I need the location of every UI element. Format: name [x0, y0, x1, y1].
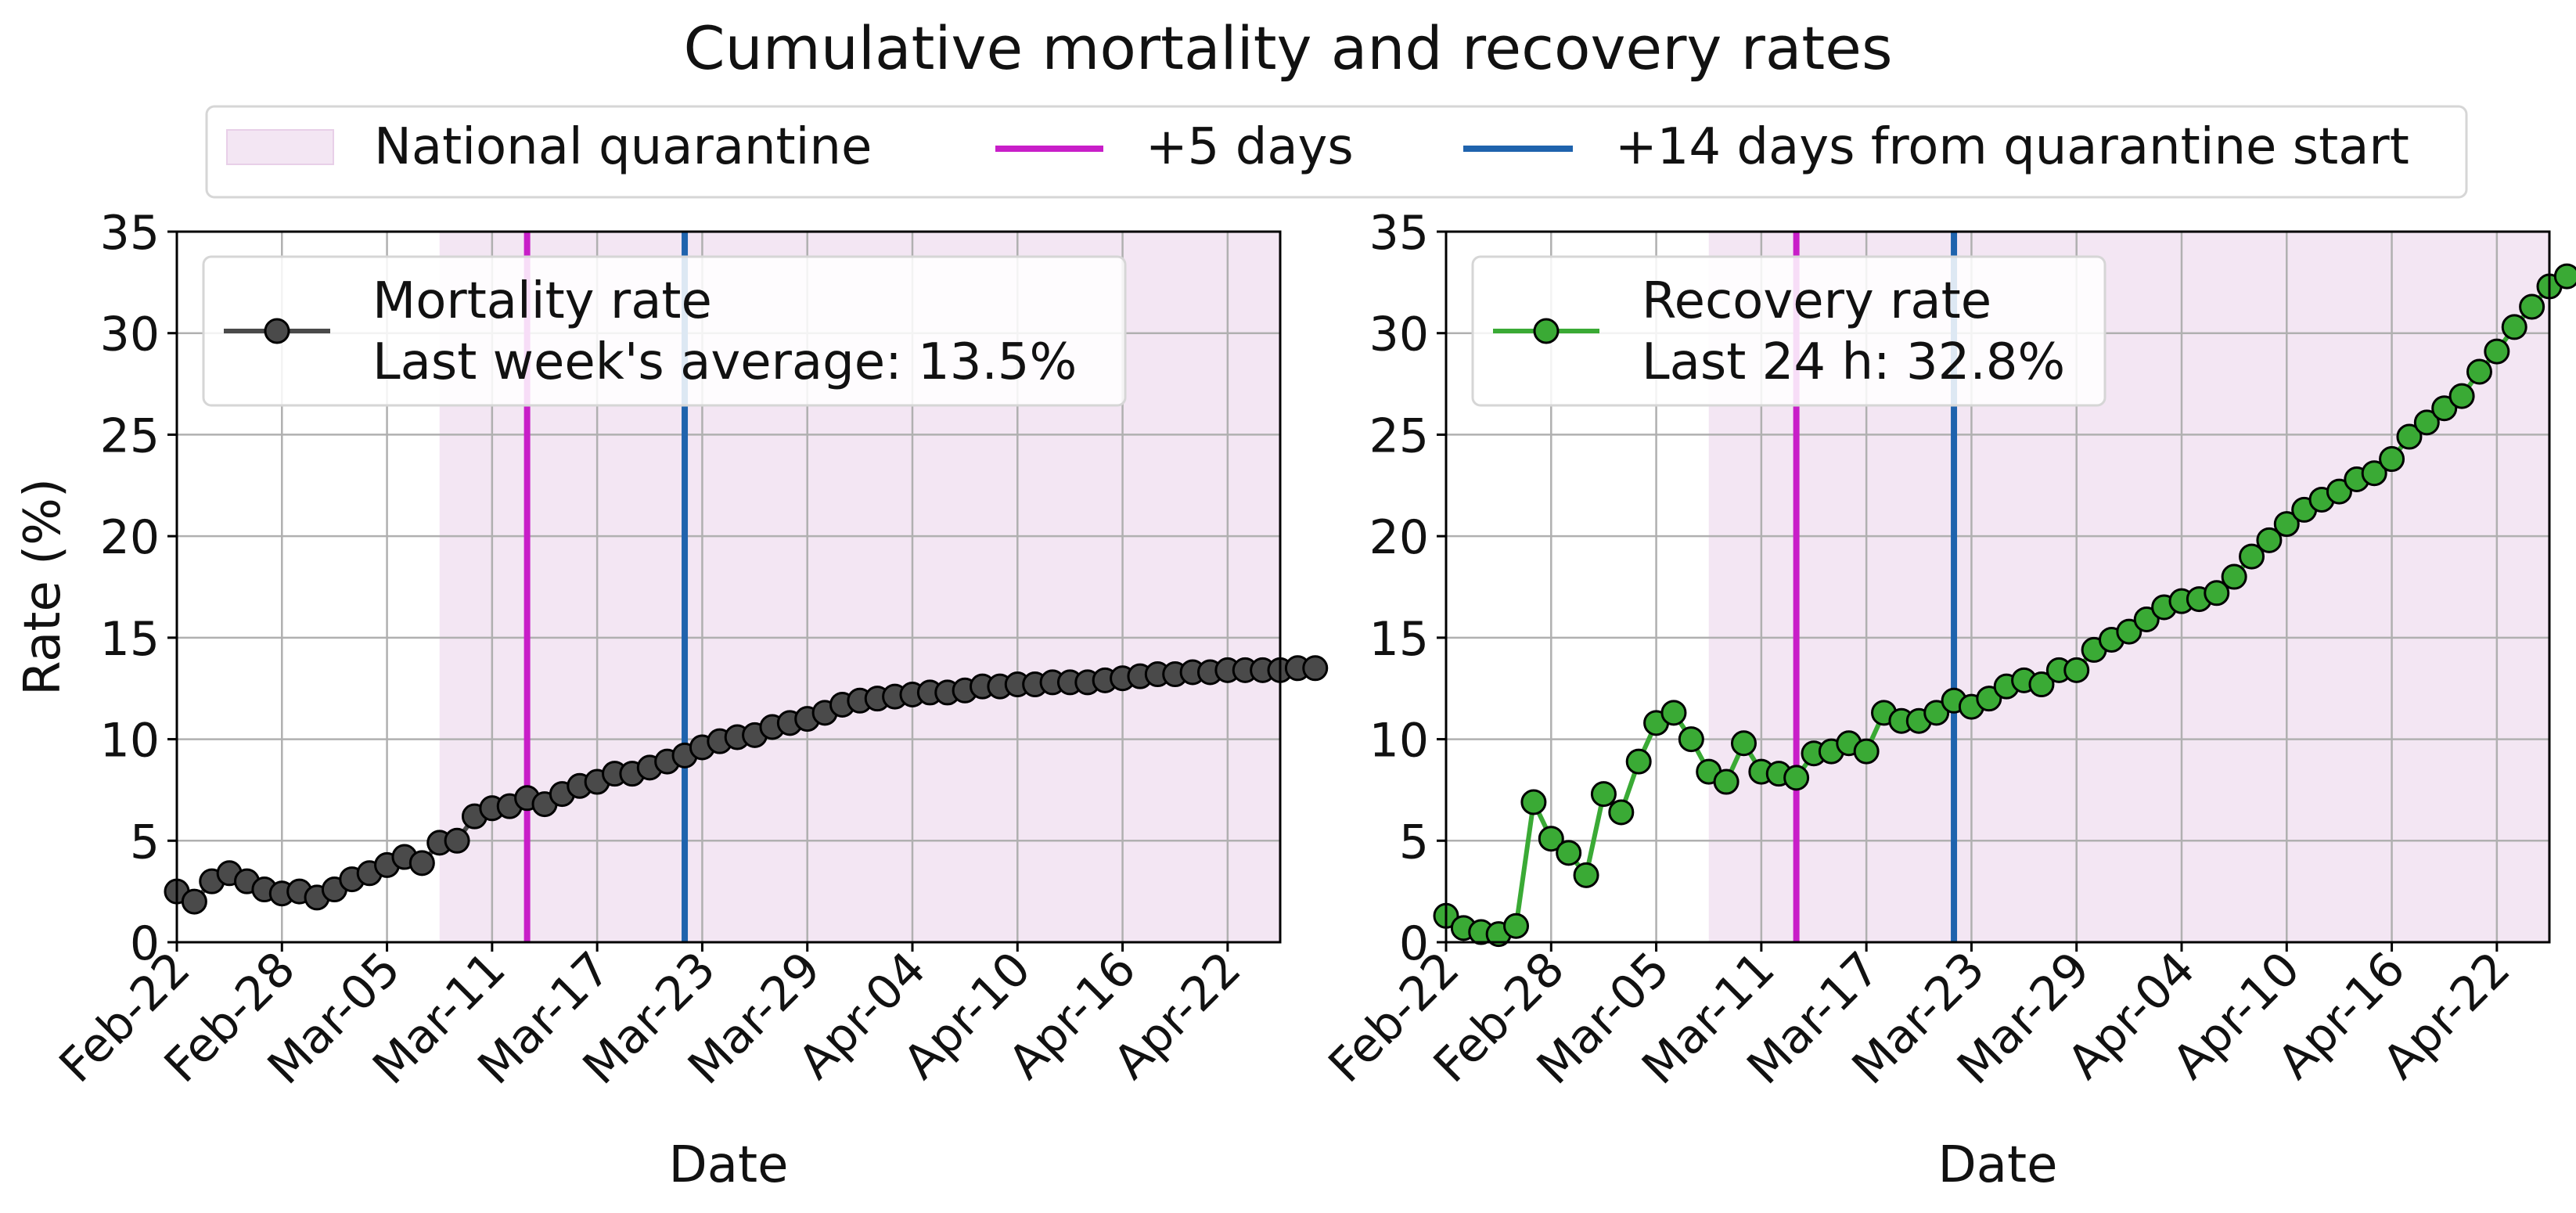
recovery-point [2256, 527, 2283, 553]
recovery-point [2501, 314, 2527, 340]
mortality-point [1302, 655, 1329, 682]
plus5-legend-label: +5 days [1146, 118, 1354, 176]
y-tick-label: 30 [1369, 308, 1429, 362]
mortality-panel: 05101520253035Feb-22Feb-28Mar-05Mar-11Ma… [14, 206, 1329, 1194]
recovery-point [2116, 618, 2142, 645]
recovery-legend-name: Recovery rate [1642, 272, 1991, 330]
plot-frame [175, 230, 1282, 944]
y-tick-label: 10 [100, 714, 160, 768]
y-tick-label: 30 [100, 308, 160, 362]
x-axis-label: Date [669, 1136, 789, 1194]
recovery-legend-detail: Last 24 h: 32.8% [1642, 333, 2065, 391]
recovery-point [1730, 730, 1757, 757]
figure-title: Cumulative mortality and recovery rates [683, 13, 1892, 83]
recovery-point [2519, 293, 2545, 320]
recovery-point [2553, 263, 2576, 290]
quarantine-legend-swatch [226, 129, 334, 165]
y-tick-label: 0 [130, 916, 160, 971]
recovery-point [2466, 358, 2492, 385]
recovery-point [2413, 409, 2440, 436]
recovery-point [1520, 789, 1547, 815]
recovery-point [2221, 563, 2247, 590]
plot-frame [1445, 230, 2551, 944]
y-tick-label: 10 [1369, 714, 1429, 768]
recovery-point [1503, 912, 1530, 939]
recovery-point [1625, 748, 1652, 775]
y-tick-label: 25 [1369, 409, 1429, 463]
mortality-legend-frame [202, 255, 1127, 407]
mortality-point [181, 888, 207, 915]
x-axis-label: Date [1938, 1136, 2058, 1194]
recovery-point [2204, 580, 2230, 606]
mortality-legend-name: Mortality rate [372, 272, 712, 330]
y-tick-label: 35 [1369, 206, 1429, 261]
recovery-point [2448, 383, 2475, 409]
recovery-point [2396, 423, 2423, 450]
y-tick-label: 20 [100, 510, 160, 565]
y-tick-label: 15 [100, 612, 160, 667]
recovery-point [1976, 686, 2002, 712]
top-legend: National quarantine +5 days +14 days fro… [205, 105, 2468, 199]
recovery-panel: 05101520253035Feb-22Feb-28Mar-05Mar-11Ma… [1319, 206, 2576, 1194]
recovery-point [1556, 840, 1582, 866]
recovery-point [2239, 543, 2265, 570]
y-tick-label: 0 [1399, 916, 1429, 971]
recovery-point [1923, 700, 1950, 726]
recovery-point [2484, 338, 2510, 365]
recovery-point [1660, 700, 1687, 726]
y-tick-label: 15 [1369, 612, 1429, 667]
recovery-point [2326, 478, 2352, 505]
recovery-point [1573, 862, 1599, 888]
recovery-point [1678, 726, 1704, 753]
recovery-point [1608, 799, 1635, 826]
y-tick-label: 5 [1399, 815, 1429, 869]
recovery-point [2273, 511, 2300, 538]
quarantine-legend-label: National quarantine [374, 118, 872, 176]
recovery-point [1590, 781, 1617, 808]
y-axis-label: Rate (%) [14, 478, 72, 696]
recovery-point [1713, 768, 1740, 795]
recovery-point [1853, 738, 1880, 765]
top-legend-frame [205, 105, 2468, 199]
recovery-legend-frame [1471, 255, 2106, 407]
mortality-point [444, 827, 470, 854]
mortality-legend-detail: Last week's average: 13.5% [372, 333, 1077, 391]
recovery-point [2028, 671, 2055, 698]
y-tick-label: 5 [130, 815, 160, 869]
recovery-point [2063, 657, 2090, 683]
recovery-point [2361, 460, 2387, 487]
y-tick-label: 20 [1369, 510, 1429, 565]
mortality-point [408, 850, 435, 876]
recovery-legend-marker [1533, 318, 1560, 344]
recovery-point [1783, 765, 1810, 791]
y-tick-label: 35 [100, 206, 160, 261]
y-tick-label: 25 [100, 409, 160, 463]
recovery-point [2379, 446, 2405, 473]
mortality-legend-marker [264, 318, 290, 344]
recovery-point [2133, 606, 2160, 633]
plus14-legend-label: +14 days from quarantine start [1615, 118, 2409, 176]
recovery-point [2431, 395, 2458, 422]
recovery-point [1538, 826, 1564, 852]
